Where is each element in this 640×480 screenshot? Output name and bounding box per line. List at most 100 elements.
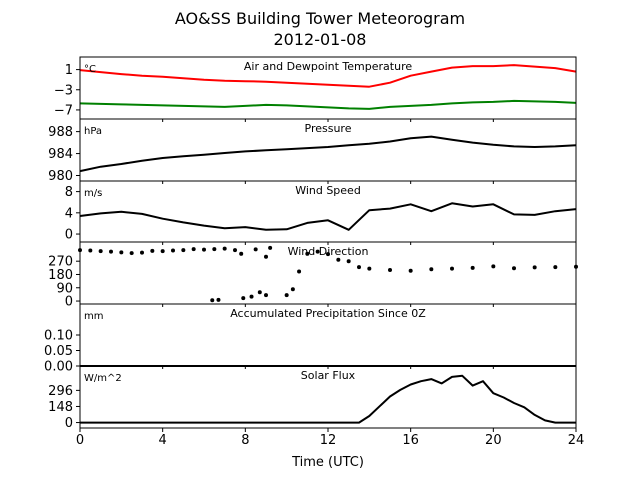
data-point [98, 249, 103, 254]
data-point [284, 293, 289, 298]
panel-3: 0 4 8 Wind Speed m/s [65, 180, 577, 245]
y-tick-label: 8 [65, 185, 73, 200]
data-point [297, 269, 302, 274]
data-point [257, 290, 262, 295]
x-tick-label: 16 [402, 433, 419, 448]
data-point [367, 266, 372, 271]
unit-label: m/s [84, 188, 102, 199]
series-2-line [79, 99, 577, 110]
y-tick-label: 4 [65, 206, 73, 221]
data-point [264, 293, 268, 298]
data-point [388, 268, 392, 273]
y-tick-label: 0.10 [44, 329, 73, 344]
data-point [171, 248, 175, 253]
y-tick-label: 984 [48, 147, 73, 162]
panel-title: Wind Direction [288, 245, 369, 258]
figure-date: 2012-01-08 [274, 30, 367, 49]
panel-5: 0.000.050.10 Accumulated Precipitation Si… [44, 303, 577, 375]
data-point [202, 247, 206, 252]
data-point [222, 246, 227, 251]
data-point [290, 287, 295, 292]
data-point [357, 265, 361, 270]
data-point [512, 266, 516, 271]
series-2 [210, 290, 268, 303]
unit-label: hPa [84, 126, 102, 137]
series-1-line [79, 135, 577, 173]
data-point [470, 265, 475, 270]
panel-title: Accumulated Precipitation Since 0Z [230, 307, 426, 320]
x-axis: 0 4 8 12 16 20 24 [76, 433, 584, 448]
data-point [346, 259, 351, 264]
y-tick-label: 0.00 [44, 360, 73, 375]
data-point [239, 251, 244, 256]
y-tick-label: 270 [48, 255, 73, 270]
data-point [129, 251, 134, 256]
panel-frame [79, 365, 577, 429]
data-point [336, 257, 341, 262]
panel-2: 980 984 988 Pressure hPa [48, 118, 577, 184]
y-tick-label: 980 [48, 169, 73, 184]
y-tick-label: 0.05 [44, 344, 73, 359]
data-point [140, 250, 144, 255]
y-tick-label: 0 [65, 416, 73, 431]
panel-title: Solar Flux [301, 369, 356, 382]
x-axis-label: Time (UTC) [291, 455, 364, 470]
data-point [160, 249, 165, 254]
data-point [233, 248, 237, 253]
data-point [210, 298, 215, 303]
data-point [408, 268, 413, 273]
panel-title: Pressure [305, 122, 352, 135]
data-point [326, 252, 330, 257]
data-point [216, 297, 221, 302]
data-point [212, 247, 217, 252]
y-tick-label: 0 [65, 295, 73, 310]
data-point [429, 267, 434, 272]
series-1-line [80, 374, 576, 424]
y-tick-label: −3 [54, 83, 73, 98]
x-tick-label: 20 [485, 433, 502, 448]
data-point [264, 254, 268, 259]
data-point [150, 248, 155, 253]
x-tick-label: 0 [76, 433, 84, 448]
y-tick-label: 0 [65, 228, 73, 243]
data-point [532, 265, 537, 270]
data-point [249, 294, 254, 299]
data-point [268, 245, 273, 250]
series-1-line [79, 202, 577, 231]
data-point [88, 248, 93, 253]
y-tick-label: 1 [65, 63, 73, 78]
x-tick-label: 24 [568, 433, 585, 448]
data-point [305, 251, 310, 256]
panel-title: Wind Speed [295, 184, 361, 197]
y-tick-label: 180 [48, 268, 73, 283]
y-tick-label: 148 [48, 400, 73, 415]
data-point [191, 247, 196, 252]
data-point [109, 249, 113, 254]
data-point [181, 248, 186, 253]
data-point [553, 265, 558, 270]
figure-title: AO&SS Building Tower Meteorogram [175, 9, 465, 28]
data-point [450, 266, 454, 271]
x-tick-label: 4 [159, 433, 167, 448]
unit-label: °C [84, 64, 96, 75]
y-tick-label: 296 [48, 384, 73, 399]
unit-label: mm [84, 311, 103, 322]
unit-label: W/m^2 [84, 373, 122, 384]
data-point [241, 296, 246, 301]
series-1 [78, 245, 578, 298]
panel-1: 1 −3 −7 Air and Dewpoint Temperature °C [54, 56, 577, 122]
y-tick-label: 90 [56, 281, 73, 296]
data-point [315, 249, 320, 254]
x-tick-label: 12 [320, 433, 337, 448]
x-tick-label: 8 [241, 433, 249, 448]
data-point [491, 264, 496, 269]
data-point [253, 247, 258, 252]
data-point [119, 250, 124, 255]
panel-title: Air and Dewpoint Temperature [244, 60, 412, 73]
y-tick-label: 988 [48, 125, 73, 140]
y-tick-label: −7 [54, 103, 73, 118]
